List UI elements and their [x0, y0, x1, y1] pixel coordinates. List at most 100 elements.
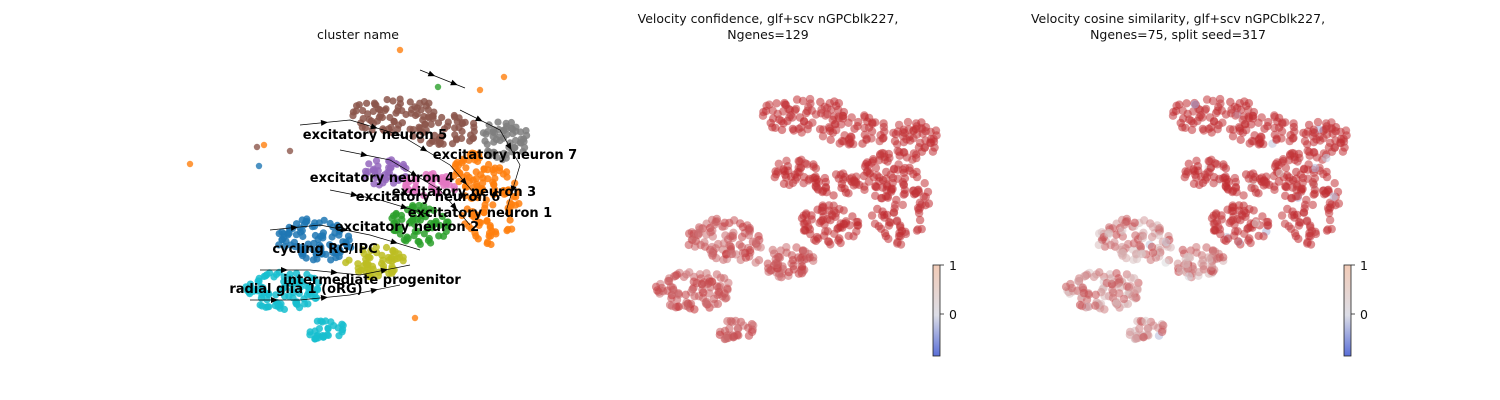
- cell-point: [292, 231, 300, 239]
- cell-point: [1106, 240, 1115, 250]
- cell-point: [788, 256, 798, 265]
- cell-point: [1322, 226, 1332, 235]
- cell-point: [1277, 127, 1287, 136]
- cell-point: [1094, 240, 1104, 250]
- cell-point: [669, 288, 679, 298]
- cell-point: [412, 178, 420, 186]
- cell-point: [306, 331, 314, 339]
- cell-point: [1240, 229, 1249, 238]
- outlier-point: [476, 86, 484, 94]
- cell-point: [1325, 215, 1335, 225]
- cell-point: [808, 118, 817, 127]
- cell-point: [280, 305, 288, 313]
- cell-point: [450, 111, 458, 120]
- cell-point: [805, 253, 814, 262]
- cell-point: [1287, 194, 1297, 203]
- cell-point: [390, 220, 398, 228]
- cell-point: [390, 117, 398, 125]
- cell-point: [890, 200, 900, 209]
- cell-point: [768, 245, 777, 255]
- outlier-point: [253, 143, 261, 151]
- streamline-arrowhead: [400, 203, 408, 210]
- cell-point: [1254, 189, 1263, 198]
- cluster-label-excitatory-neuron-4: excitatory neuron 4: [310, 171, 454, 186]
- cell-point: [364, 253, 372, 261]
- streamline: [419, 69, 466, 89]
- cell-point: [911, 124, 921, 134]
- cell-point: [426, 139, 434, 147]
- cell-point: [882, 174, 891, 183]
- cell-point: [788, 178, 798, 188]
- cell-point: [1284, 222, 1294, 231]
- streamline: [299, 119, 481, 201]
- cell-point: [319, 333, 328, 341]
- cell-point: [300, 221, 308, 229]
- panel2-title-line2: Ngenes=129: [727, 27, 808, 42]
- cell-point: [1300, 200, 1310, 209]
- cluster-label-excitatory-neuron-2: excitatory neuron 2: [335, 220, 479, 235]
- cell-point: [419, 129, 427, 137]
- cell-point: [1176, 266, 1185, 275]
- cell-point: [837, 120, 846, 129]
- cell-point: [406, 125, 414, 133]
- cell-point: [482, 130, 490, 138]
- cell-point: [470, 123, 478, 131]
- cell-point: [439, 232, 448, 240]
- cell-point: [494, 118, 502, 126]
- cell-point: [685, 268, 694, 277]
- cell-point: [813, 184, 822, 193]
- cell-point: [1304, 120, 1314, 130]
- cell-point: [318, 250, 326, 258]
- cell-point: [372, 243, 380, 251]
- cell-point: [1210, 247, 1220, 256]
- cell-point: [367, 117, 375, 125]
- cell-point: [1292, 174, 1301, 183]
- cell-point: [1189, 107, 1198, 116]
- cell-point: [485, 160, 493, 169]
- cell-point: [489, 178, 497, 186]
- cell-point: [1322, 153, 1331, 163]
- cell-point: [1289, 122, 1299, 132]
- cell-point: [827, 210, 836, 219]
- cell-point: [506, 216, 514, 224]
- cell-point: [890, 136, 900, 146]
- cell-point: [852, 217, 861, 227]
- cell-point: [1322, 167, 1331, 177]
- cell-point: [358, 123, 366, 131]
- cell-point: [455, 178, 463, 186]
- cell-point: [434, 119, 443, 127]
- cell-point: [402, 164, 410, 172]
- cell-point: [338, 328, 346, 336]
- cell-point: [458, 127, 466, 136]
- cell-point: [420, 230, 428, 238]
- cell-point: [373, 249, 381, 257]
- cell-point: [1115, 289, 1124, 298]
- cell-point: [254, 277, 262, 285]
- cell-point: [1313, 117, 1323, 127]
- cell-point: [260, 272, 268, 281]
- cell-point: [863, 158, 872, 167]
- cell-point: [480, 209, 488, 217]
- cell-point: [1182, 99, 1191, 108]
- cell-point: [799, 219, 808, 228]
- cell-point: [696, 240, 705, 250]
- cell-point: [379, 256, 387, 264]
- cell-point: [721, 334, 730, 343]
- cell-point: [1261, 180, 1271, 189]
- cell-point: [1207, 262, 1217, 271]
- cell-point: [837, 183, 846, 193]
- cell-point: [788, 124, 798, 134]
- cell-point: [860, 111, 869, 120]
- cell-point: [1257, 173, 1267, 182]
- cell-point: [502, 125, 510, 133]
- cell-point: [928, 147, 938, 156]
- cell-point: [811, 164, 821, 173]
- cell-point: [851, 180, 861, 189]
- cell-point: [883, 210, 892, 220]
- cell-point: [920, 179, 929, 188]
- cell-point: [774, 272, 783, 281]
- cell-point: [1285, 177, 1294, 186]
- cell-point: [1285, 136, 1294, 146]
- cell-point: [1077, 301, 1087, 311]
